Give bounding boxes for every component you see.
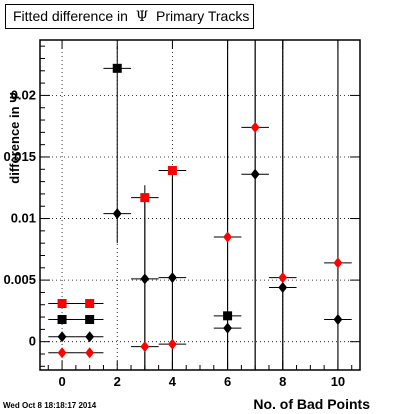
data-point-diamond (112, 208, 122, 220)
data-point-square (140, 193, 150, 203)
data-point-square (85, 315, 95, 325)
chart-title-prefix: Fitted difference in (13, 8, 128, 24)
axis-ticks: 0 2 4 6 8 10 0 0.005 0.01 0.015 0.02 (3, 40, 360, 389)
y-tick-label: 0.02 (11, 87, 36, 102)
data-markers (57, 63, 343, 359)
data-point-diamond (250, 121, 260, 133)
data-point-diamond (85, 347, 95, 359)
x-tick-label: 6 (224, 374, 231, 389)
data-point-diamond (140, 273, 150, 285)
y-tick-label: 0.01 (11, 211, 36, 226)
x-tick-label: 2 (114, 374, 121, 389)
x-axis-title: No. of Bad Points (253, 396, 370, 412)
data-point-diamond (250, 168, 260, 180)
data-point-diamond (57, 331, 67, 343)
data-point-diamond (140, 341, 150, 353)
data-point-diamond (333, 257, 343, 269)
data-point-square (112, 63, 122, 73)
data-point-square (85, 299, 95, 309)
data-point-diamond (278, 282, 288, 293)
y-axis-title: difference in Ψ (7, 92, 22, 183)
x-tick-label: 8 (279, 374, 286, 389)
data-point-diamond (223, 322, 232, 334)
y-tick-label: 0.015 (3, 149, 36, 164)
x-tick-label: 10 (331, 374, 345, 389)
data-point-diamond (168, 272, 177, 284)
y-tick-label: 0.005 (3, 272, 36, 287)
x-tick-label: 4 (169, 374, 177, 389)
data-point-square (167, 166, 177, 176)
chart-title-psi-symbol: Ψ (135, 9, 149, 25)
timestamp: Wed Oct 8 18:18:17 2014 (3, 401, 97, 410)
x-tick-label: 0 (58, 374, 65, 389)
data-point-square (57, 315, 67, 325)
y-tick-label: 0 (29, 334, 36, 349)
data-point-square (223, 311, 233, 321)
data-point-diamond (85, 331, 95, 343)
data-point-square (57, 299, 67, 309)
chart-title: Fitted difference in Ψ Primary Tracks (5, 4, 254, 29)
data-point-diamond (278, 272, 288, 284)
grid-lines (40, 40, 360, 370)
data-point-diamond (168, 338, 177, 350)
data-point-diamond (57, 347, 67, 359)
chart-title-suffix: Primary Tracks (155, 8, 250, 24)
data-point-diamond (223, 231, 232, 243)
data-point-diamond (333, 314, 343, 326)
